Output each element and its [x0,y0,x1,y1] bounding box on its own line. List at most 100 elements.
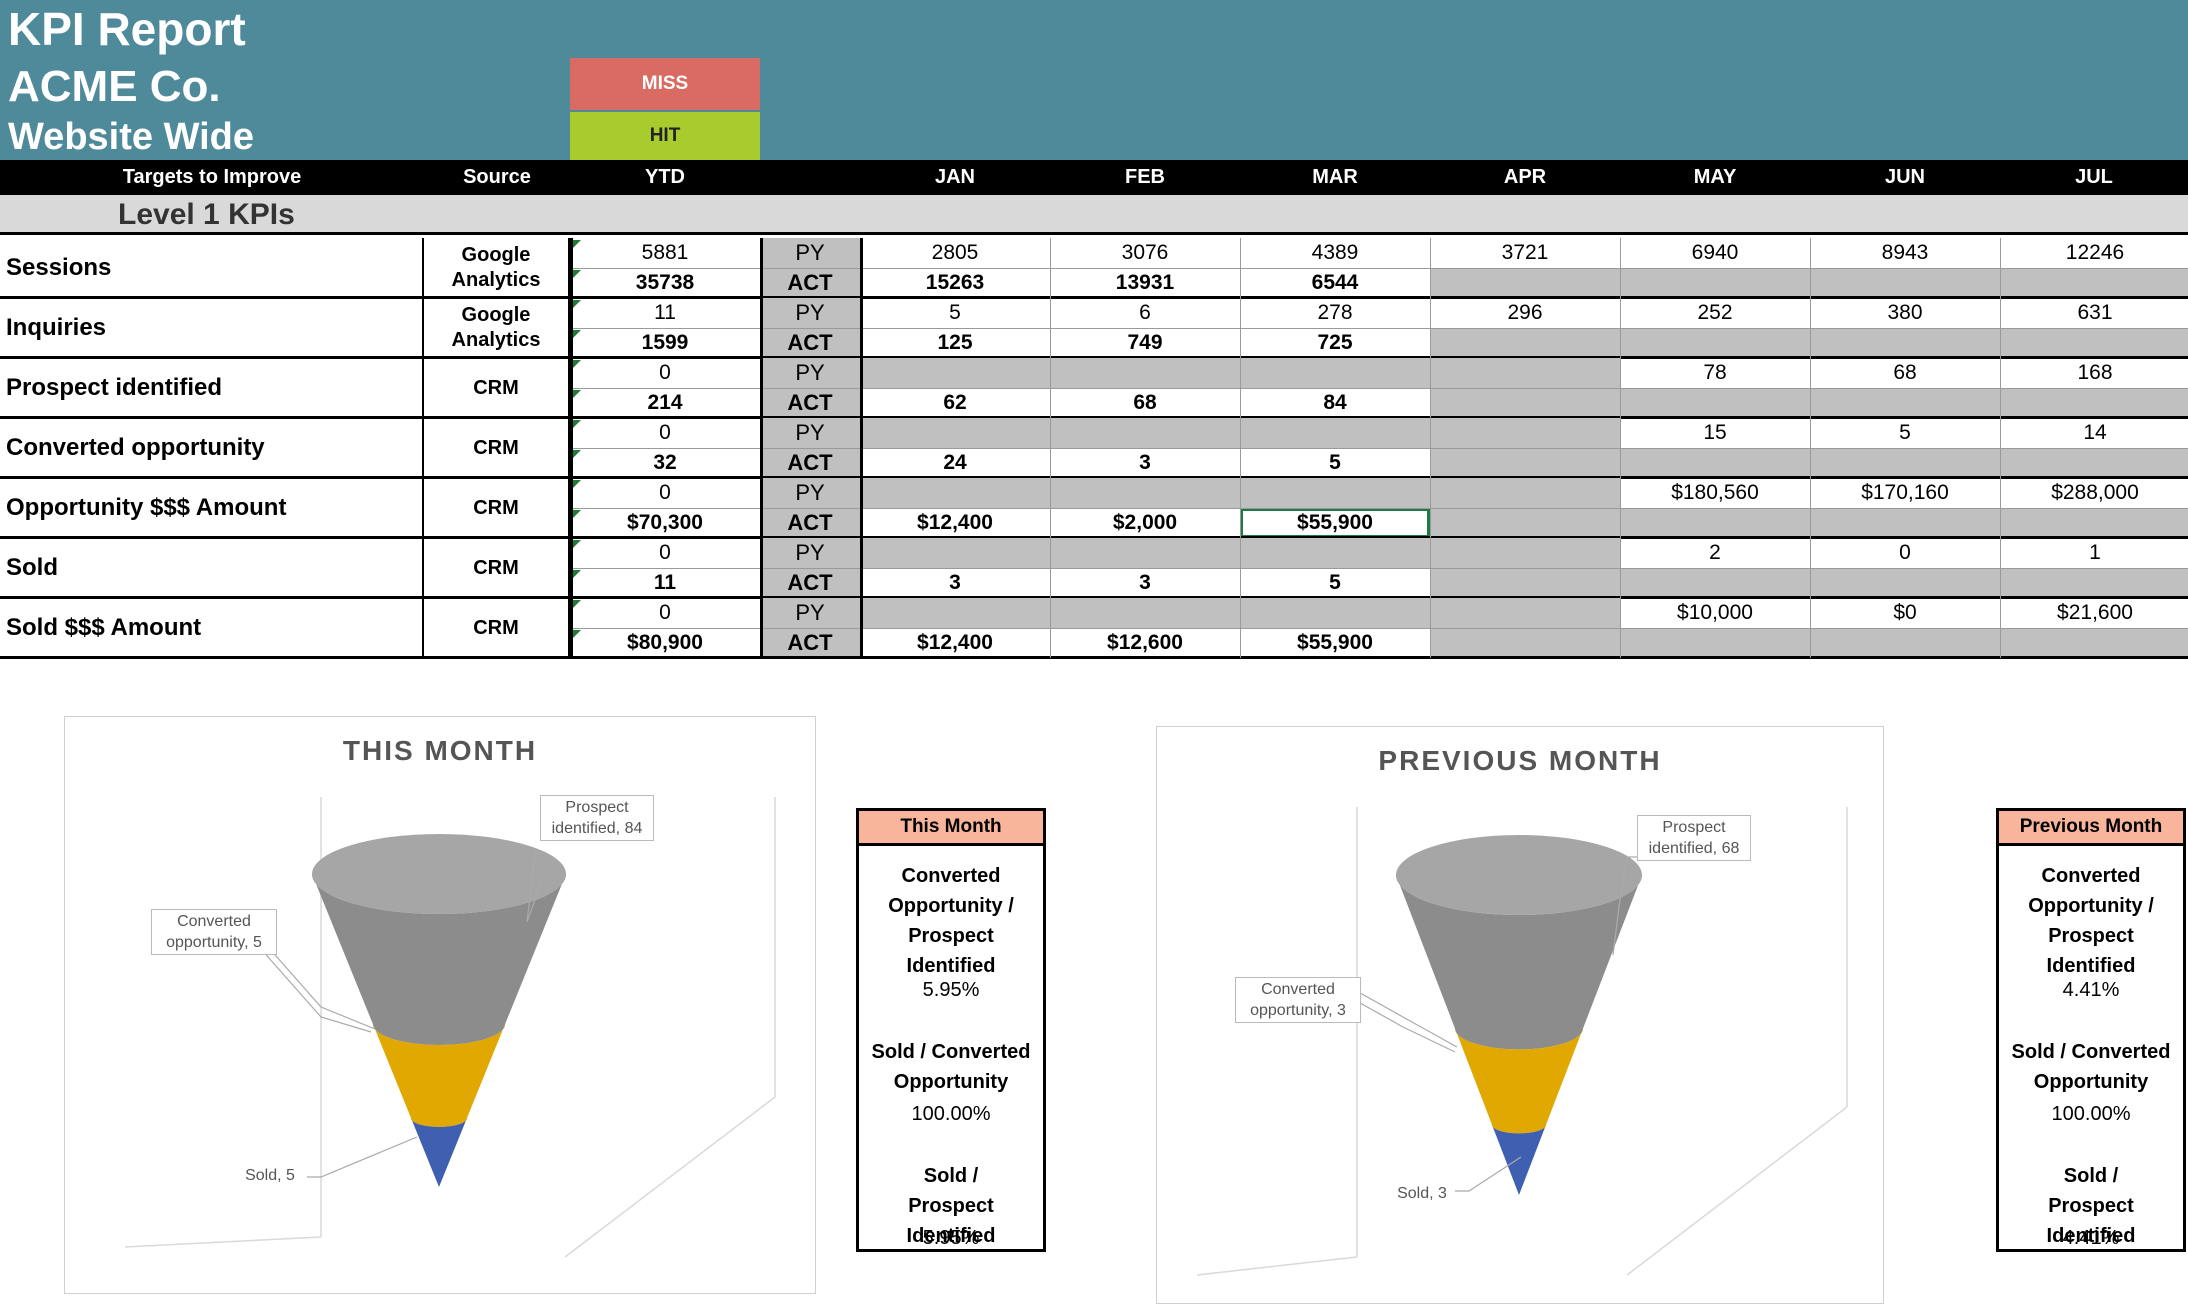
ratio-conv-label[interactable]: Converted Opportunity / Prospect Identif… [888,865,1014,977]
py-cell[interactable]: 296 [1507,301,1543,324]
funnel-segment-converted[interactable] [1455,1028,1583,1134]
py-cell[interactable]: $180,560 [1671,481,1759,504]
funnel-segment-prospect[interactable] [312,874,566,1046]
metric-name[interactable]: Sold [0,538,424,598]
py-cell[interactable]: $170,160 [1861,481,1949,504]
metric-name[interactable]: Converted opportunity [0,418,424,478]
py-cell[interactable]: 14 [2083,421,2107,444]
act-cell[interactable]: $55,900 [1297,631,1373,654]
ratio-title[interactable]: Previous Month [1999,811,2183,846]
py-cell[interactable]: 631 [2077,301,2113,324]
act-cell[interactable] [1620,508,1810,538]
header-source[interactable]: Source [463,166,531,188]
metric-source[interactable]: CRM [424,358,570,418]
this-month-chart[interactable]: THIS MONTH Prospect identified, 84 Conve… [64,716,816,1294]
company-name[interactable]: ACME Co. [8,62,221,111]
py-cell[interactable]: 278 [1317,301,1353,324]
py-cell[interactable]: 5 [1899,421,1911,444]
act-cell[interactable]: 68 [1133,391,1157,414]
py-cell[interactable]: 252 [1697,301,1733,324]
act-cell[interactable]: 13931 [1115,271,1175,294]
act-cell[interactable] [1810,508,2000,538]
py-cell[interactable] [1050,418,1240,448]
py-cell[interactable]: $288,000 [2051,481,2139,504]
py-cell[interactable] [1240,358,1430,388]
previous-month-chart[interactable]: PREVIOUS MONTH Prospect identified, 68 C… [1156,726,1884,1304]
py-cell[interactable]: 168 [2077,361,2113,384]
py-cell[interactable]: $10,000 [1677,601,1753,624]
act-cell[interactable]: $12,400 [917,511,993,534]
report-title[interactable]: KPI Report [8,3,246,55]
metric-name[interactable]: Prospect identified [0,358,424,418]
ytd-act-cell[interactable]: 214 [647,391,683,414]
py-cell[interactable] [1240,418,1430,448]
act-cell[interactable]: 84 [1323,391,1347,414]
act-cell[interactable]: $12,400 [917,631,993,654]
act-cell[interactable]: $2,000 [1112,511,1178,534]
report-scope[interactable]: Website Wide [8,116,254,158]
py-cell[interactable] [860,598,1050,628]
py-cell[interactable]: 4389 [1311,241,1359,264]
act-cell[interactable] [1810,388,2000,418]
act-cell[interactable] [1620,388,1810,418]
py-cell[interactable]: 5 [949,301,961,324]
ratio-sold-prosp-label[interactable]: Sold / Prospect Identified [2046,1165,2136,1247]
py-cell[interactable]: 8943 [1881,241,1929,264]
ytd-py-cell[interactable]: 0 [659,541,671,564]
py-cell[interactable]: $0 [1893,601,1917,624]
py-cell[interactable] [1050,478,1240,508]
act-cell[interactable] [1430,508,1620,538]
ytd-act-cell[interactable]: 11 [653,571,677,594]
py-cell[interactable]: 3076 [1121,241,1169,264]
py-cell[interactable] [1430,598,1620,628]
ratio-sold-conv-label[interactable]: Sold / Converted Opportunity [2011,1041,2171,1093]
metric-source[interactable]: CRM [424,478,570,538]
act-cell[interactable] [2000,268,2188,298]
act-cell[interactable] [1430,388,1620,418]
act-cell[interactable]: 6544 [1311,271,1359,294]
act-cell[interactable]: 725 [1317,331,1353,354]
py-cell[interactable]: 3721 [1501,241,1549,264]
act-cell[interactable] [1810,568,2000,598]
metric-name[interactable]: Sold $$$ Amount [0,598,424,658]
act-cell[interactable]: 15263 [925,271,985,294]
py-cell[interactable] [860,538,1050,568]
py-cell[interactable]: 2805 [931,241,979,264]
py-cell[interactable] [1240,598,1430,628]
header-may[interactable]: MAY [1693,166,1737,188]
ratio-sold-prosp-label[interactable]: Sold / Prospect Identified [906,1165,996,1247]
ytd-act-cell[interactable]: 1599 [641,331,689,354]
act-cell[interactable] [2000,388,2188,418]
py-cell[interactable]: 2 [1709,541,1721,564]
header-mar[interactable]: MAR [1312,166,1358,188]
py-cell[interactable]: 12246 [2065,241,2125,264]
act-cell[interactable] [1430,328,1620,358]
header-ytd[interactable]: YTD [645,166,685,188]
ratio-sold-conv-value[interactable]: 100.00% [911,1103,991,1125]
act-cell[interactable] [1430,448,1620,478]
py-cell[interactable] [1430,478,1620,508]
header-apr[interactable]: APR [1503,166,1547,188]
metric-name[interactable]: Sessions [0,238,424,298]
act-cell[interactable]: 3 [1139,451,1151,474]
act-cell[interactable] [2000,508,2188,538]
header-feb[interactable]: FEB [1125,166,1165,188]
funnel-segment-prospect[interactable] [1396,875,1642,1050]
act-cell[interactable] [1810,448,2000,478]
ratio-conv-value[interactable]: 4.41% [2062,979,2120,1001]
ratio-sold-prosp-value[interactable]: 4.41% [2062,1227,2120,1249]
py-cell[interactable]: 6940 [1691,241,1739,264]
act-cell[interactable] [2000,568,2188,598]
ratio-conv-value[interactable]: 5.95% [922,979,980,1001]
act-cell[interactable] [2000,628,2188,658]
header-jan[interactable]: JAN [934,166,975,188]
funnel-segment-converted[interactable] [372,1024,506,1127]
metric-source[interactable]: Google Analytics [424,298,570,358]
py-cell[interactable]: 0 [1899,541,1911,564]
ytd-py-cell[interactable]: 0 [659,601,671,624]
act-cell[interactable] [1430,628,1620,658]
legend-miss[interactable]: MISS [570,58,760,110]
act-cell[interactable]: 125 [937,331,973,354]
ratio-sold-prosp-value[interactable]: 5.95% [922,1227,980,1249]
py-cell[interactable] [1240,478,1430,508]
